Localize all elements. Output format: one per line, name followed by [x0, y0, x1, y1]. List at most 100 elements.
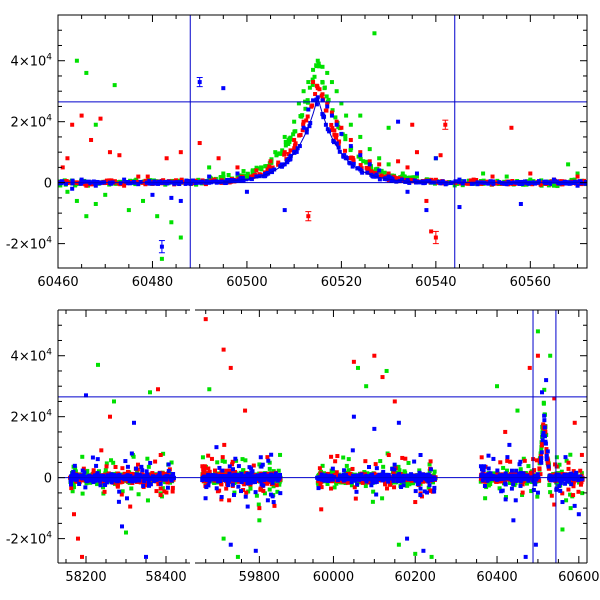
- band-point-red: [433, 177, 438, 182]
- point-green-24: [315, 58, 320, 63]
- cluster-point-blue: [483, 476, 488, 481]
- cluster-point-green: [524, 481, 529, 486]
- cluster-point-blue: [414, 478, 419, 483]
- cluster-point-red: [213, 468, 218, 473]
- point-green-39: [358, 113, 363, 118]
- point-green-3: [93, 201, 98, 206]
- cluster-point-blue: [97, 478, 102, 483]
- cluster-point-blue: [164, 477, 169, 482]
- outlier-red-7: [228, 365, 233, 370]
- point-green-43: [504, 174, 509, 179]
- cluster-point-blue: [432, 489, 437, 494]
- cluster-point-green: [497, 486, 502, 491]
- band-point-green: [286, 141, 291, 146]
- cluster-point-blue: [156, 474, 161, 479]
- cluster-point-red: [69, 486, 74, 491]
- band-point-blue: [204, 179, 209, 184]
- point-blue-7: [150, 192, 155, 197]
- cluster-point-blue: [491, 476, 496, 481]
- cluster-point-blue: [115, 479, 120, 484]
- band-point-blue: [307, 124, 312, 129]
- cluster-point-blue: [272, 474, 277, 479]
- cluster-point-green: [397, 468, 402, 473]
- band-point-green: [241, 169, 246, 174]
- band-point-red: [347, 156, 352, 161]
- top-data-points: [58, 31, 587, 261]
- cluster-point-red: [102, 489, 107, 494]
- cluster-point-blue: [561, 477, 566, 482]
- band-point-red: [466, 181, 471, 186]
- cluster-point-green: [241, 468, 246, 473]
- cluster-point-green: [363, 484, 368, 489]
- cluster-point-red: [143, 483, 148, 488]
- point-red-23: [320, 92, 325, 97]
- cluster-point-blue: [401, 483, 406, 488]
- outlier-green-12: [413, 551, 418, 556]
- point-red-7: [84, 183, 89, 188]
- point-red-0: [60, 165, 65, 170]
- cluster-point-green: [547, 483, 552, 488]
- cluster-point-blue: [503, 471, 508, 476]
- cluster-point-blue: [399, 485, 404, 490]
- cluster-point-blue: [381, 469, 386, 474]
- cluster-point-blue: [422, 473, 427, 478]
- band-point-red: [288, 148, 293, 153]
- cluster-point-blue: [335, 478, 340, 483]
- cluster-point-red: [158, 452, 163, 457]
- cluster-point-red: [350, 466, 355, 471]
- band-point-blue: [178, 180, 183, 185]
- errorbar-4: [442, 119, 449, 130]
- cluster-point-blue: [93, 476, 98, 481]
- band-point-blue: [390, 178, 395, 183]
- cluster-point-green: [104, 461, 109, 466]
- cluster-point-blue: [95, 457, 100, 462]
- band-point-blue: [304, 130, 309, 135]
- outlier-red-14: [527, 365, 532, 370]
- band-point-green: [269, 157, 274, 162]
- cluster-point-blue: [539, 460, 544, 465]
- cluster-point-blue: [410, 476, 415, 481]
- band-point-blue: [405, 178, 410, 183]
- outlier-green-15: [515, 408, 520, 413]
- point-green-47: [575, 171, 580, 176]
- band-point-blue: [497, 180, 502, 185]
- cluster-point-green: [234, 458, 239, 463]
- cluster-point-green: [362, 470, 367, 475]
- cluster-point-red: [230, 462, 235, 467]
- cluster-point-blue: [427, 483, 432, 488]
- cluster-point-blue: [146, 480, 151, 485]
- cluster-point-blue: [136, 474, 141, 479]
- cluster-point-blue: [432, 485, 437, 490]
- cluster-point-blue: [374, 479, 379, 484]
- cluster-point-blue: [234, 477, 239, 482]
- band-point-red: [293, 141, 298, 146]
- cluster-point-red: [170, 489, 175, 494]
- cluster-point-blue: [212, 473, 217, 478]
- cluster-point-blue: [210, 476, 215, 481]
- cluster-point-red: [513, 471, 518, 476]
- outlier-red-2: [80, 554, 84, 559]
- point-green-28: [334, 89, 339, 94]
- band-point-green: [322, 86, 327, 91]
- cluster-point-blue: [219, 474, 224, 479]
- cluster-point-blue: [139, 464, 144, 469]
- cluster-point-red: [329, 454, 334, 459]
- cluster-point-blue: [556, 474, 561, 479]
- cluster-point-green: [557, 462, 562, 467]
- band-point-blue: [138, 179, 143, 184]
- cluster-point-green: [380, 496, 385, 501]
- outlier-red-12: [380, 375, 385, 380]
- cluster-point-green: [346, 457, 351, 462]
- point-red-39: [438, 153, 443, 158]
- point-red-48: [65, 156, 70, 161]
- cluster-point-blue: [513, 474, 518, 479]
- bottom-ytick-label-20000: 2×104: [11, 409, 53, 426]
- band-point-green: [274, 153, 279, 158]
- cluster-point-blue: [120, 474, 125, 479]
- point-blue-34: [405, 189, 410, 194]
- point-green-14: [221, 171, 226, 176]
- cluster-point-blue: [540, 438, 545, 443]
- cluster-point-green: [526, 464, 531, 469]
- cluster-point-red: [579, 480, 584, 485]
- cluster-point-red: [576, 489, 581, 494]
